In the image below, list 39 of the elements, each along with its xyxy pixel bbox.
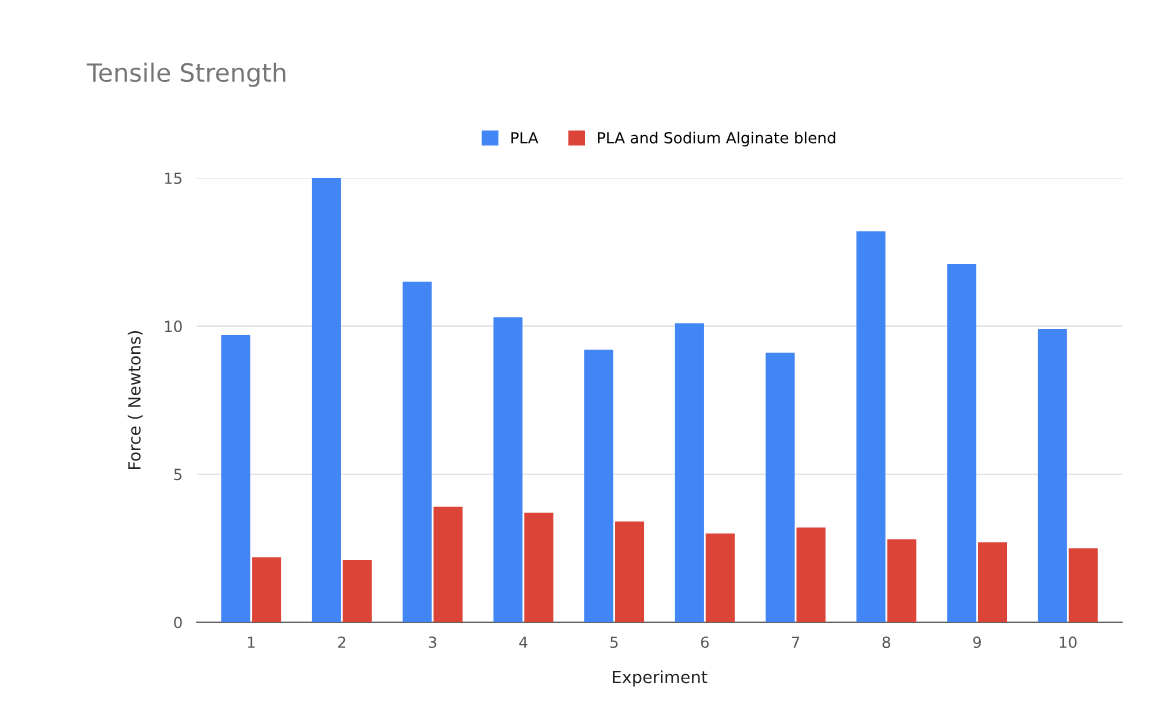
bar	[705, 533, 735, 623]
bar	[252, 557, 282, 623]
y-axis-title: Force ( Newtons)	[127, 331, 143, 470]
y-tick-label: 0	[174, 616, 182, 629]
legend-label: PLA and Sodium Alginate blend	[598, 131, 836, 147]
x-tick-label: 5	[610, 636, 618, 648]
bar	[978, 542, 1008, 623]
bar	[674, 323, 704, 623]
bar	[796, 527, 826, 623]
bar	[311, 178, 341, 623]
bar	[493, 317, 523, 623]
x-axis-title: Experiment	[612, 670, 708, 687]
bar	[433, 506, 463, 623]
bar	[1037, 329, 1067, 623]
x-tick-label: 10	[1059, 636, 1077, 648]
y-tick-label: 15	[165, 172, 182, 185]
bar	[584, 349, 614, 623]
bar	[887, 539, 917, 623]
legend-label: PLA	[511, 132, 539, 144]
x-tick-label: 9	[973, 636, 981, 648]
bar	[342, 560, 372, 623]
y-tick-label: 10	[165, 320, 182, 333]
x-tick-label: 7	[792, 636, 800, 648]
x-tick-label: 1	[247, 636, 255, 648]
x-tick-label: 8	[882, 636, 891, 648]
bar	[947, 263, 977, 623]
bar	[402, 281, 432, 623]
x-tick-label: 2	[338, 636, 346, 648]
chart-title: Tensile Strength	[86, 62, 286, 87]
y-tick-label: 5	[174, 468, 182, 481]
bar	[221, 334, 251, 623]
bar	[524, 512, 554, 623]
bar	[1068, 548, 1098, 623]
bar	[856, 231, 886, 623]
bar	[765, 352, 795, 623]
bar	[615, 521, 645, 623]
x-tick-label: 4	[519, 636, 528, 648]
x-tick-label: 6	[701, 636, 709, 648]
x-tick-label: 3	[428, 636, 437, 648]
